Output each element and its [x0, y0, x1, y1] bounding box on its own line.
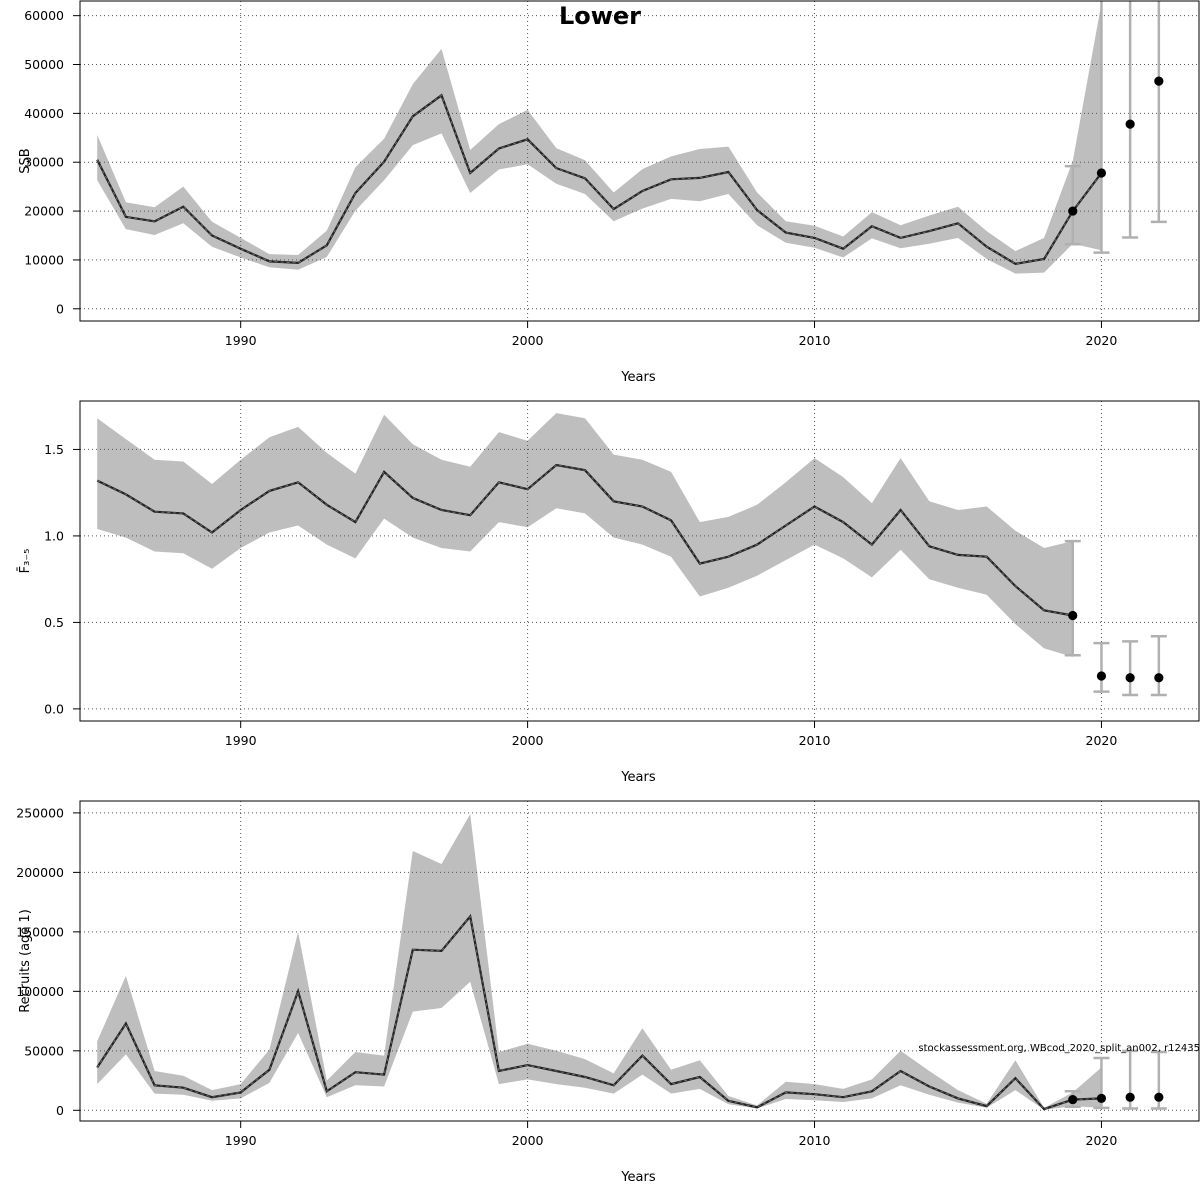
y-tick-label: 0	[56, 301, 64, 316]
x-tick-label: 2000	[512, 1133, 544, 1148]
forecast-point	[1154, 1092, 1164, 1102]
estimate-line-dash	[96, 94, 1102, 265]
plot-frame	[79, 800, 1200, 1122]
forecast-point	[1154, 76, 1164, 86]
y-tick-label: 250000	[16, 805, 64, 820]
y-tick-label: 1.0	[44, 528, 64, 543]
y-tick-label: 10000	[24, 252, 64, 267]
y-tick-label: 0	[56, 1103, 64, 1118]
y-tick-label: 50000	[24, 1043, 64, 1058]
forecast-point	[1125, 119, 1135, 129]
estimate-line	[96, 913, 1102, 1111]
x-tick-label: 2020	[1086, 1133, 1118, 1148]
y-tick-label: 1.5	[44, 442, 64, 457]
plot-frame	[79, 0, 1200, 322]
forecast-point	[1068, 610, 1078, 621]
y-tick-label: 50000	[24, 57, 64, 72]
y-axis-title: F̄₃₋₅	[18, 549, 33, 574]
plot-frame	[79, 400, 1200, 722]
y-tick-label: 30000	[24, 155, 64, 170]
watermark-text: stockassessment.org, WBcod_2020_split_an…	[918, 1043, 1200, 1054]
x-tick-label: 1990	[225, 333, 257, 348]
y-tick-label: 20000	[24, 204, 64, 219]
forecast-point	[1154, 673, 1164, 683]
panel-3: 1990 2000 2010 2020 0 50000 100000 150000 200000…	[16, 800, 1200, 1185]
x-tick-label: 2000	[512, 333, 544, 348]
x-axis-title: Years	[620, 770, 656, 785]
panel-1: 1990 2000 2010 2020 0 10000 20000 30000 40000 500…	[18, 0, 1200, 385]
y-tick-label: 60000	[24, 8, 64, 23]
forecast-point	[1068, 206, 1078, 216]
y-tick-label: 150000	[16, 924, 64, 939]
x-tick-label: 2010	[799, 1133, 831, 1148]
y-tick-label: 100000	[16, 984, 64, 999]
forecast-point	[1068, 1094, 1078, 1105]
x-tick-label: 2020	[1086, 733, 1118, 748]
x-axis-title: Years	[620, 370, 656, 385]
y-axis-title: Recruits (age 1)	[18, 909, 33, 1013]
estimate-line-dash	[97, 464, 1073, 616]
confidence-band	[97, 413, 1073, 657]
confidence-band	[97, 814, 1102, 1110]
panels: 1990 2000 2010 2020010000200003000040000500…	[16, 0, 1200, 1185]
forecast-point	[1125, 1092, 1135, 1102]
confidence-band	[97, 3, 1102, 274]
x-tick-label: 2000	[512, 733, 544, 748]
y-axis-title: SSB	[18, 148, 33, 173]
x-axis-title: Years	[620, 1170, 656, 1185]
main-title: Lower	[559, 2, 641, 30]
forecast-point	[1096, 168, 1107, 178]
forecast-point	[1096, 671, 1107, 681]
forecast-point	[1125, 673, 1135, 683]
x-tick-label: 1990	[225, 733, 257, 748]
y-tick-label: 200000	[16, 865, 64, 880]
x-tick-label: 2020	[1086, 333, 1118, 348]
y-tick-label: 40000	[24, 106, 64, 121]
panel-2: 1990 2000 2010 2020 0.0 0.5 1.0 1.5 Years F̄₃₋₅	[18, 400, 1200, 785]
x-tick-label: 1990	[225, 1133, 257, 1148]
forecast-point	[1096, 1093, 1107, 1103]
y-tick-label: 0.5	[44, 615, 64, 630]
x-tick-label: 2010	[799, 733, 831, 748]
y-tick-label: 0.0	[44, 701, 64, 716]
x-tick-label: 2010	[799, 333, 831, 348]
